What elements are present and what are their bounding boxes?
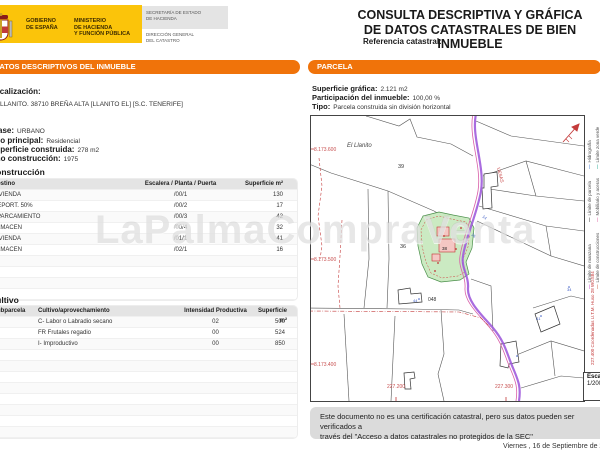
empty-row (0, 278, 297, 289)
col-subparcela: Subparcela (0, 308, 26, 314)
field-superficie-construida: Superficie construida:278 m2 (0, 145, 100, 154)
col-destino: Destino (0, 181, 16, 187)
cultivo-table: Subparcela Cultivo/aprovechamiento Inten… (0, 305, 298, 439)
col-superficie: Superficie m² (258, 308, 288, 324)
table-row: FR Frutales regadio 00 524 (0, 328, 297, 339)
page-title: CONSULTA DESCRIPTIVA Y GRÁFICA DE DATOS … (345, 8, 595, 52)
map-house-number: 44 (413, 298, 418, 303)
secretaria-box: SECRETARÍA DE ESTADO DE HACIENDA (142, 6, 228, 29)
field-uso-principal: Uso principal:Residencial (0, 136, 80, 145)
empty-row (0, 289, 297, 300)
direccion-text: DIRECCIÓN GENERAL DEL CATASTRO (146, 32, 195, 43)
document-date: Viernes , 16 de Septiembre de 2022 (503, 443, 600, 450)
empty-row (0, 383, 297, 394)
empty-row (0, 350, 297, 361)
disclaimer-line1: Este documento no es una certificación c… (320, 412, 575, 431)
secretaria-text: SECRETARÍA DE ESTADO DE HACIENDA (146, 10, 202, 21)
col-intensidad: Intensidad Productiva (184, 308, 247, 314)
scale-label: Escala (587, 374, 600, 380)
table-row: DEPORT. 50%/00/217 (0, 201, 297, 212)
table-row: VIVIENDA/01/141 (0, 234, 297, 245)
section-header-datos-inmueble: DATOS DESCRIPTIVOS DEL INMUEBLE (0, 60, 300, 74)
legend-hidrografia: —Hidrografía (587, 140, 592, 169)
map-parcel-36: 36 (400, 244, 406, 250)
road-line-purple (461, 113, 521, 402)
table-row: I- Improductivo 00 850 (0, 339, 297, 350)
localizacion-label: Localización: (0, 87, 41, 96)
map-coord-x2: 227.300 (495, 384, 513, 390)
construccion-title: Construcción (0, 167, 45, 177)
empty-row (0, 267, 297, 278)
road-line-magenta (459, 113, 518, 402)
map-coord-y2: 3.173.500 (314, 257, 336, 263)
disclaimer-line2: través del "Acceso a datos catastrales n… (320, 432, 533, 441)
gobierno-logo-block: GOBIERNO DE ESPAÑA MINISTERIO DE HACIEND… (0, 5, 142, 43)
disclaimer-box: Este documento no es una certificación c… (310, 407, 600, 441)
utm-coordinates-label: 227.400 Coordenadas U.T.M. Huso 28 WGS84 (590, 271, 595, 365)
map-drawing: 3.173.600 3.173.500 3.173.400 227.200 22… (308, 113, 585, 402)
legend-zona-verde: —Límite zona verde (595, 126, 600, 169)
empty-row (0, 256, 297, 267)
field-clase: Clase:URBANO (0, 126, 45, 135)
map-panel: 3.173.600 3.173.500 3.173.400 227.200 22… (308, 113, 600, 402)
empty-row (0, 405, 297, 416)
col-escalera: Escalera / Planta / Puerta (144, 181, 217, 187)
localizacion-value: LLANITO. 38710 BREÑA ALTA [LLANITO EL] [… (0, 101, 183, 108)
map-road-label: UESAS (496, 167, 505, 183)
field-ano-construccion: Año construcción:1975 (0, 154, 79, 163)
map-coord-x1: 227.200 (387, 384, 405, 390)
construccion-table: Destino Escalera / Planta / Puerta Super… (0, 178, 298, 301)
empty-row (0, 361, 297, 372)
table-row: C- Labor o Labradio secano 02 500 (0, 317, 297, 328)
table-row: ALMACEN/00/432 (0, 223, 297, 234)
map-coord-y3: 3.173.400 (314, 362, 336, 368)
scale-value: 1/2000 (587, 381, 600, 387)
table-row: ALMACEN/02/116 (0, 245, 297, 256)
table-row: APARCAMIENTO/00/342 (0, 212, 297, 223)
legend-limite-parcela: —Límite de parcela (587, 180, 592, 222)
cadastral-map: 3.173.600 3.173.500 3.173.400 227.200 22… (308, 113, 585, 402)
cultivo-title: Cultivo (0, 295, 19, 305)
field-superficie-grafica: Superficie gráfica: 2.121 m2 (312, 84, 408, 93)
title-line2: DE DATOS CATASTRALES DE BIEN INMUEBLE (363, 22, 577, 52)
gobierno-text: GOBIERNO DE ESPAÑA (26, 18, 58, 31)
construccion-header-row: Destino Escalera / Planta / Puerta Super… (0, 179, 297, 190)
cultivo-header-row: Subparcela Cultivo/aprovechamiento Inten… (0, 306, 297, 324)
ministerio-text: MINISTERIO DE HACIENDA Y FUNCIÓN PÚBLICA (74, 18, 131, 37)
col-cultivo: Cultivo/aprovechamiento (38, 308, 110, 314)
map-parcel-39: 39 (398, 164, 404, 170)
empty-row (0, 394, 297, 405)
scale-box: Escala 1/2000 (583, 372, 600, 401)
map-parcel-048: 048 (428, 297, 437, 303)
map-house-number: 41 (536, 316, 541, 321)
referencia-catastral-label: Referencia catastral: (363, 37, 442, 46)
field-tipo: Tipo: Parcela construida sin división hor… (312, 102, 451, 111)
legend-mobiliario: —Mobiliario y aceras (595, 177, 600, 222)
map-coord-y1: 3.173.600 (314, 147, 336, 153)
section-header-parcela: PARCELA (308, 60, 600, 74)
map-house-number: 14 (481, 214, 488, 221)
col-superficie: Superficie m² (244, 181, 283, 187)
map-house-number: 34 (567, 287, 572, 292)
title-line1: CONSULTA DESCRIPTIVA Y GRÁFICA (357, 8, 583, 22)
empty-row (0, 427, 297, 438)
map-parcel-38: 38 (442, 246, 448, 251)
empty-row (0, 416, 297, 427)
legend-limite-construcciones: —Límite de construcciones (595, 232, 600, 289)
map-house-number: 18 (470, 232, 477, 239)
north-arrow-icon (562, 123, 580, 143)
field-participacion: Participación del inmueble: 100,00 % (312, 93, 440, 102)
spain-coat-of-arms-icon (0, 13, 13, 41)
empty-row (0, 372, 297, 383)
map-place-label: El Llanito (347, 143, 372, 149)
